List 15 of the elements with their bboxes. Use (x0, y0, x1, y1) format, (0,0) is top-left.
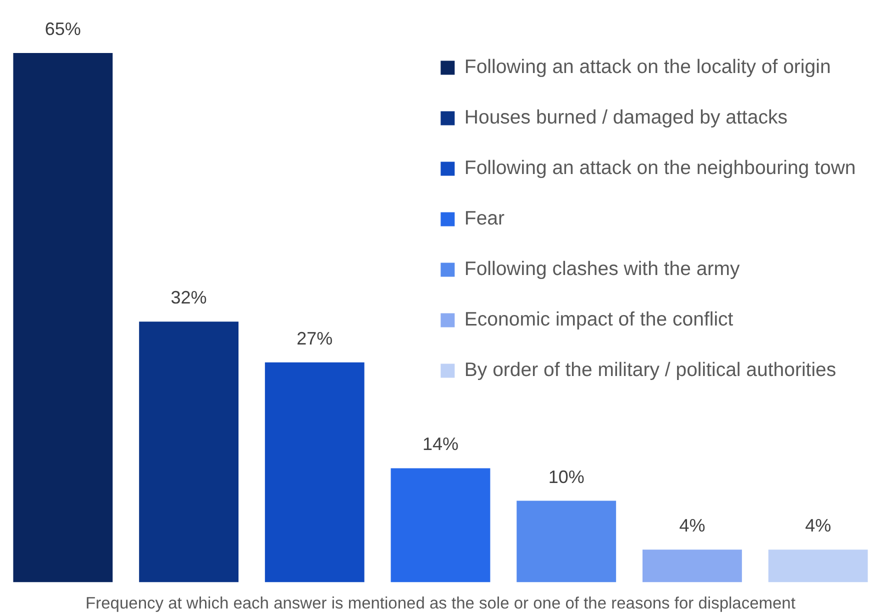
x-axis-title: Frequency at which each answer is mentioned as the sole or one of the reasons for displacement (86, 594, 796, 613)
data-label: 14% (422, 434, 459, 454)
legend-label: Houses burned / damaged by attacks (464, 106, 788, 129)
legend-label: Fear (464, 208, 506, 230)
data-label: 4% (679, 516, 706, 536)
data-label: 4% (805, 516, 832, 536)
legend-label: Following an attack on the locality of origin (464, 56, 831, 78)
data-label: 32% (170, 288, 207, 308)
legend-label: Economic impact of the conflict (464, 308, 734, 331)
legend-label: Following an attack on the neighbouring town (464, 157, 856, 180)
data-label: 10% (548, 466, 584, 487)
data-label: 65% (44, 18, 81, 39)
legend-label: Following clashes with the army (464, 258, 740, 280)
legend-label: By order of the military / political authorities (464, 359, 836, 382)
data-label: 27% (296, 328, 333, 348)
